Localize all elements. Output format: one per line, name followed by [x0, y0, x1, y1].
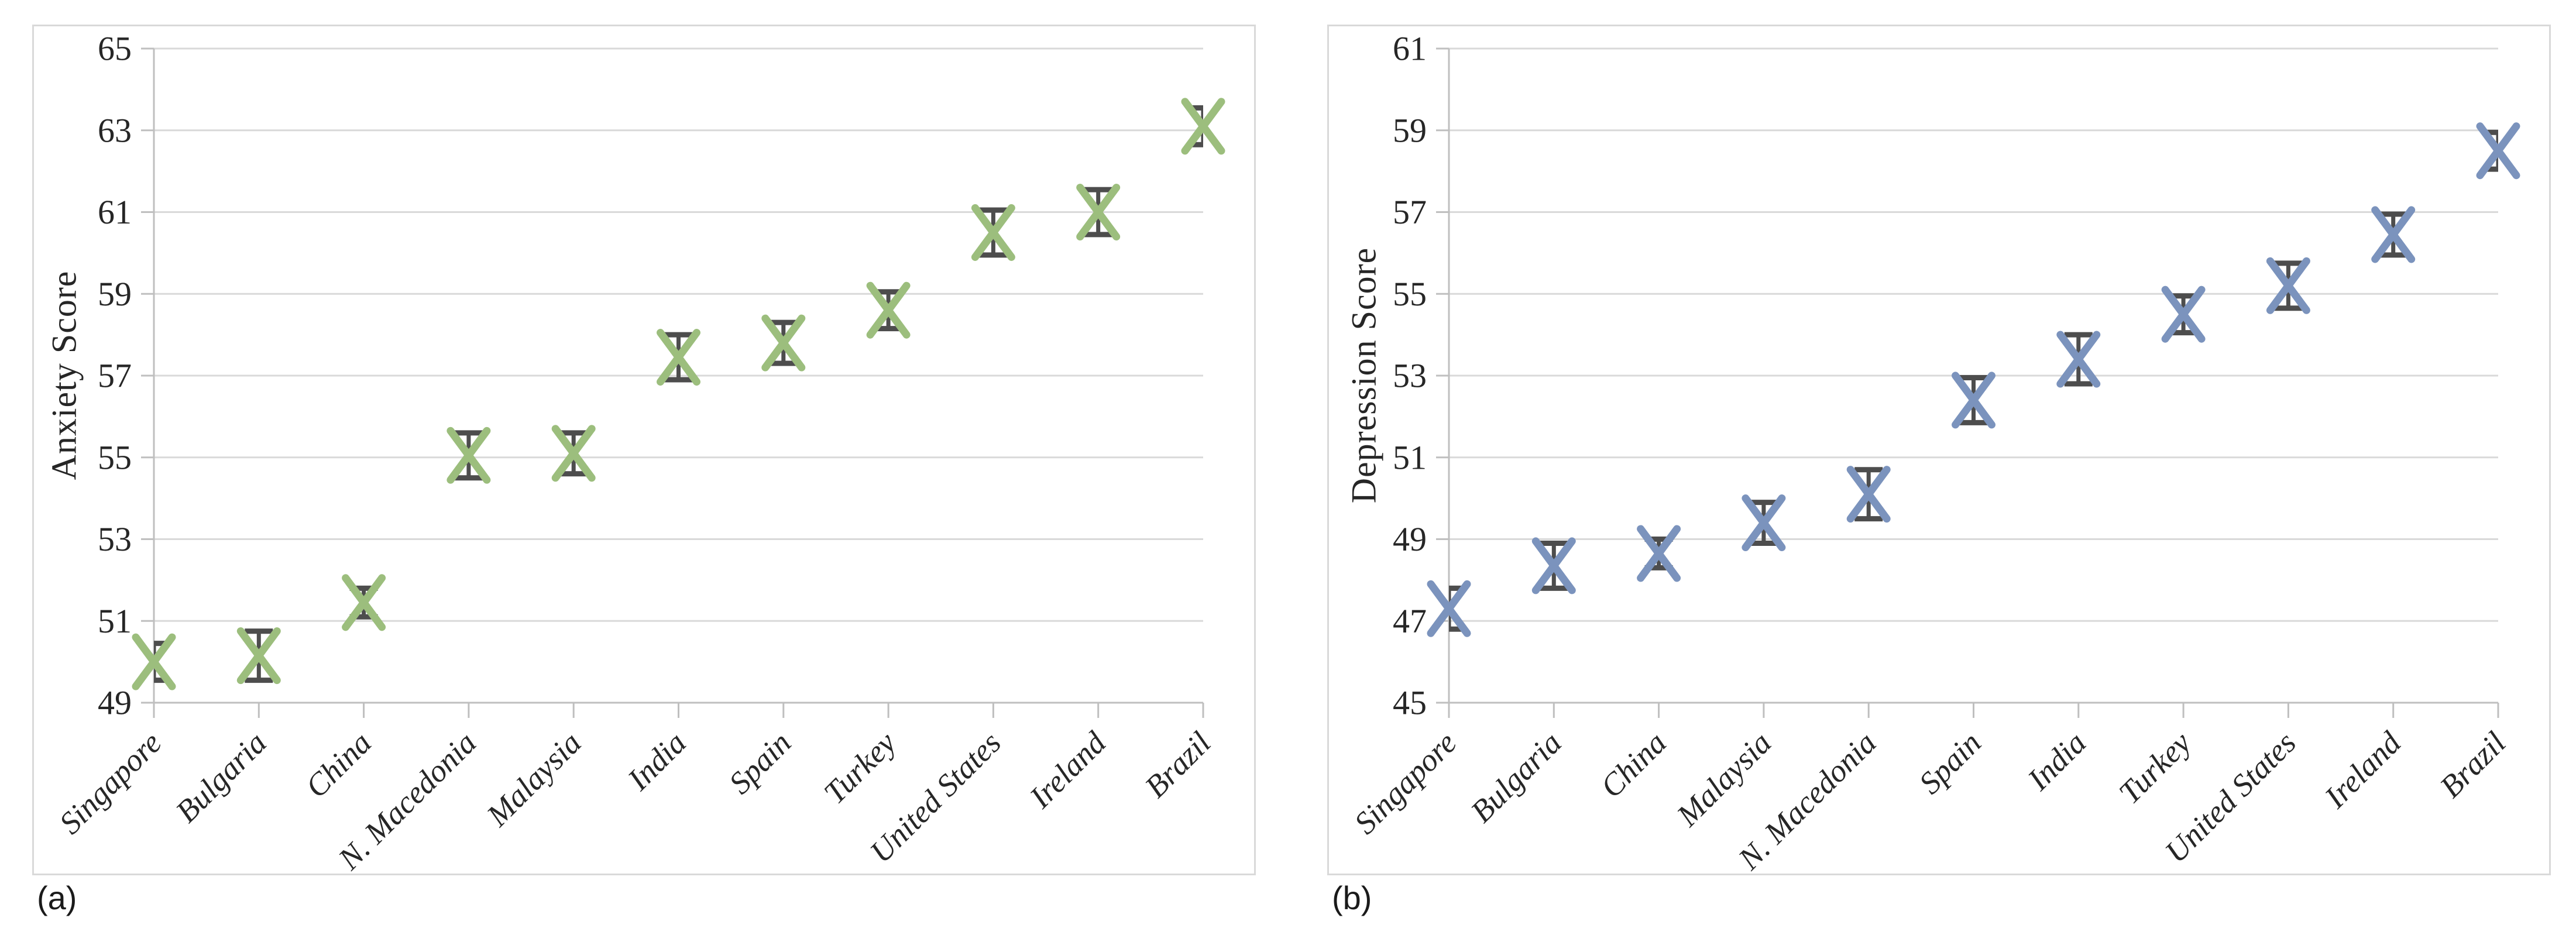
category-label: Spain [722, 725, 798, 800]
x-marker [2371, 206, 2416, 263]
y-tick-label: 53 [1393, 357, 1427, 395]
category-label: Ireland [2317, 724, 2408, 815]
x-marker [761, 314, 806, 372]
category-label: Malaysia [479, 725, 588, 833]
x-marker [1427, 580, 1471, 637]
series-markers [1427, 122, 2520, 637]
x-marker [866, 281, 911, 339]
category-label: India [620, 725, 693, 797]
y-tick-label: 57 [98, 357, 132, 395]
x-marker [342, 574, 386, 631]
y-tick-label: 49 [98, 684, 132, 722]
x-marker [446, 427, 491, 484]
category-label: Turkey [2112, 725, 2197, 810]
x-marker [971, 204, 1015, 261]
category-label: Singapore [1348, 725, 1464, 841]
y-tick-label: 51 [98, 602, 132, 640]
category-label: China [1593, 725, 1673, 805]
y-axis-title-anxiety: Anxiety Score [44, 270, 84, 480]
category-label: Bulgaria [1464, 725, 1568, 829]
y-tick-label: 49 [1393, 520, 1427, 558]
panel-a-anxiety: 49 51 53 55 57 59 61 63 65 Singapore Bulgaria China… [32, 25, 1256, 877]
category-label: Malaysia [1670, 725, 1778, 833]
depression-score-chart: 45 47 49 51 53 55 57 59 61 Singapore Bulgaria China… [1348, 30, 2520, 877]
series-markers [132, 98, 1225, 690]
y-tick-label: 61 [98, 193, 132, 231]
x-marker [132, 633, 176, 690]
anxiety-score-chart: 49 51 53 55 57 59 61 63 65 Singapore Bulgaria China… [53, 30, 1225, 877]
y-tick-label: 57 [1393, 193, 1427, 231]
y-axis-title-depression: Depression Score [1344, 247, 1383, 504]
category-label: Singapore [53, 725, 169, 841]
x-marker [2476, 122, 2520, 180]
category-label: India [2021, 725, 2093, 797]
x-marker [1181, 98, 1225, 155]
x-marker [1952, 372, 1995, 429]
panel-b-depression: 45 47 49 51 53 55 57 59 61 Singapore Bulgaria China… [1327, 25, 2551, 877]
y-tick-label: 53 [98, 520, 132, 558]
category-label: Spain [1912, 725, 1988, 800]
y-tick-label: 55 [98, 438, 132, 476]
x-marker [1531, 537, 1576, 594]
error-bars [154, 105, 1203, 683]
y-tick-label: 63 [98, 111, 132, 149]
x-marker [2266, 257, 2310, 314]
y-tick-label: 47 [1393, 602, 1427, 640]
x-marker [1076, 184, 1121, 240]
x-marker [657, 329, 700, 386]
y-tick-label: 45 [1393, 684, 1427, 722]
y-tick-label: 55 [1393, 275, 1427, 313]
x-marker [1846, 466, 1891, 523]
axes [153, 49, 1204, 718]
y-tick-labels: 45 47 49 51 53 55 57 59 61 [1393, 30, 1427, 722]
x-marker [551, 425, 596, 482]
x-marker [2056, 331, 2101, 388]
gridlines [1436, 47, 2498, 704]
category-label: Bulgaria [169, 725, 273, 829]
x-marker [1742, 494, 1786, 552]
y-tick-label: 59 [1393, 111, 1427, 149]
category-label: Ireland [1022, 724, 1113, 815]
y-tick-label: 51 [1393, 438, 1427, 476]
category-label: China [298, 725, 378, 805]
error-bars [1449, 129, 2498, 632]
gridlines [141, 47, 1203, 704]
caption-b: (b) [1332, 879, 1372, 916]
category-label: Turkey [817, 725, 902, 810]
y-tick-label: 61 [1393, 30, 1427, 68]
x-marker [2161, 286, 2206, 343]
x-marker [236, 627, 281, 685]
y-tick-label: 59 [98, 275, 132, 313]
y-tick-labels: 49 51 53 55 57 59 61 63 65 [98, 30, 132, 722]
x-marker [1637, 525, 1681, 582]
y-tick-label: 65 [98, 30, 132, 68]
caption-a: (a) [37, 879, 77, 916]
category-label: Brazil [2433, 725, 2513, 805]
category-label: Brazil [1138, 725, 1218, 805]
